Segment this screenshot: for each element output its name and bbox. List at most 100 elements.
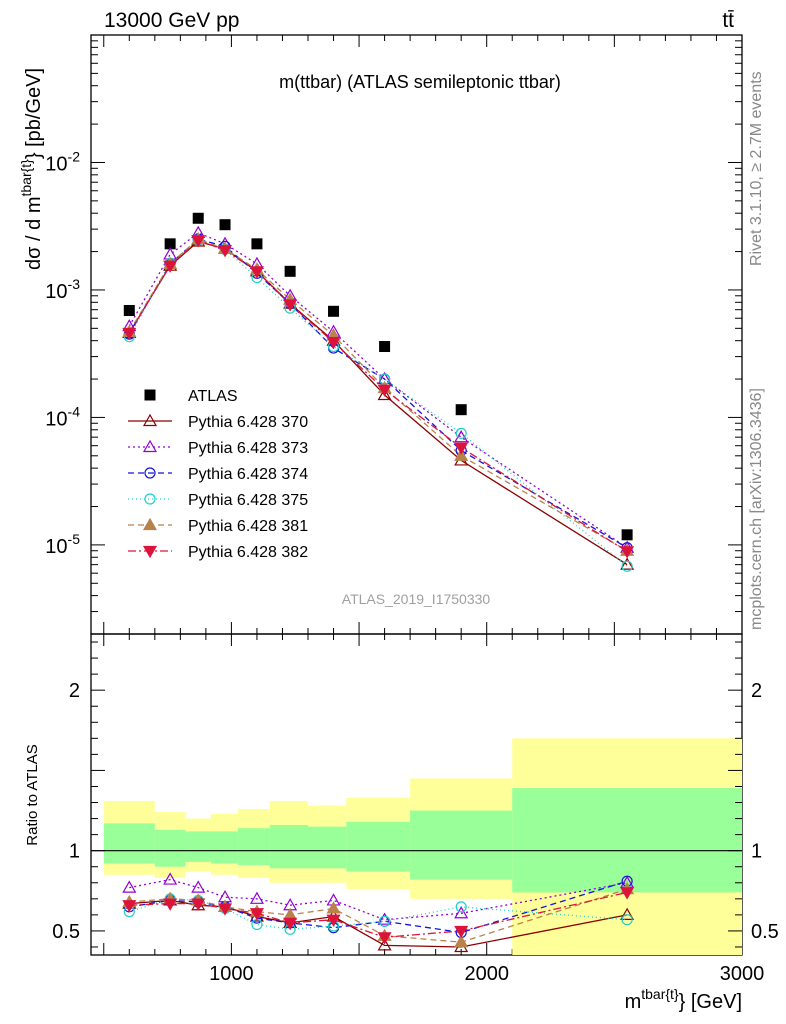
legend-label: Pythia 6.428 382: [188, 544, 308, 561]
series-marker: [163, 260, 178, 273]
series-line: [128, 238, 628, 549]
series-marker: [191, 898, 206, 911]
chart-title: m(ttbar) (ATLAS semileptonic ttbar): [279, 72, 561, 92]
series-marker: [217, 245, 233, 258]
series-line: [128, 232, 628, 549]
ratio-y-axis-label: Ratio to ATLAS: [24, 744, 41, 845]
x-tick-label: 2000: [464, 963, 509, 985]
ratio-y-tick-label: 0.5: [52, 921, 80, 943]
series-line: [128, 238, 628, 552]
x-axis-label-text: mtbar{t}} [GeV]: [625, 986, 742, 1013]
series-marker: [454, 448, 469, 461]
main-y-axis-label: dσ / d mtbar{t}} [pb/GeV]: [18, 68, 45, 270]
series-marker: [455, 427, 467, 439]
band-inner: [210, 831, 238, 864]
ratio-y-tick-label-right: 1: [751, 841, 762, 863]
ratio-line: [129, 899, 628, 948]
legend-label: Pythia 6.428 373: [188, 440, 308, 457]
data-marker: [284, 265, 296, 277]
series-marker: [283, 299, 298, 312]
band-inner: [154, 829, 186, 867]
data-marker: [219, 219, 231, 231]
main-y-axis-label-text: dσ / d mtbar{t}} [pb/GeV]: [18, 68, 45, 270]
header-right: tt̄: [722, 9, 734, 32]
series-marker: [191, 880, 206, 893]
series-marker: [621, 914, 633, 926]
ratio-plot-area: 1000 2000 3000 0.5 0.5 1 1 2 2: [52, 641, 779, 985]
ratio-y-tick-label-right: 2: [751, 680, 762, 702]
mcplots-label: mcplots.cern.ch [arXiv:1306.3436]: [748, 388, 765, 630]
series-marker: [122, 900, 137, 913]
series-marker: [454, 906, 469, 919]
x-tick-label: 3000: [720, 963, 765, 985]
series-marker: [249, 908, 264, 921]
series-marker: [455, 901, 467, 913]
data-marker: [621, 529, 633, 541]
data-marker: [123, 304, 135, 316]
series-marker: [377, 932, 392, 945]
series-marker: [377, 387, 392, 401]
ratio-line: [129, 891, 628, 938]
series-marker: [454, 934, 469, 948]
header-left: 13000 GeV pp: [104, 9, 239, 32]
data-marker: [144, 389, 156, 401]
ratio-y-tick-label: 1: [69, 841, 80, 863]
series-marker: [377, 912, 392, 925]
series-marker: [326, 336, 341, 350]
data-marker: [455, 404, 467, 416]
band-inner: [269, 824, 308, 869]
x-axis-label: mtbar{t}} [GeV]: [625, 986, 742, 1013]
data-marker: [164, 238, 176, 250]
legend-label: Pythia 6.428 375: [188, 492, 308, 509]
series-marker: [377, 384, 392, 397]
y-tick-label: 10-5: [45, 531, 80, 558]
band-inner: [103, 823, 155, 864]
series-marker: [620, 557, 635, 570]
series-marker: [377, 938, 392, 951]
ratio-y-tick-label: 2: [69, 680, 80, 702]
legend-label: Pythia 6.428 381: [188, 518, 308, 535]
series-marker: [144, 493, 156, 505]
ratio-line: [129, 880, 628, 934]
series-marker: [142, 413, 158, 427]
series-marker: [249, 266, 264, 279]
series-marker: [326, 901, 341, 914]
band-inner: [237, 828, 270, 866]
series-marker: [142, 545, 158, 559]
data-marker: [192, 212, 204, 224]
series-marker: [142, 517, 158, 531]
series-marker: [217, 903, 233, 916]
band-inner: [410, 810, 513, 880]
series-marker: [326, 914, 341, 927]
series-marker: [163, 898, 178, 911]
legend: ATLAS Pythia 6.428 370 Pythia 6.428 373 Pyt…: [128, 388, 308, 561]
series-marker: [283, 907, 298, 920]
data-marker: [328, 305, 340, 317]
data-marker: [251, 238, 263, 250]
series-marker: [620, 546, 635, 559]
rivet-label: Rivet 3.1.10, ≥ 2.7M events: [748, 71, 765, 266]
ratio-line: [129, 878, 628, 921]
series-marker: [283, 917, 298, 931]
series-marker: [454, 925, 469, 939]
legend-label: Pythia 6.428 374: [188, 466, 308, 483]
y-tick-label: 10-4: [45, 403, 80, 430]
band-inner: [308, 826, 347, 869]
series-marker: [620, 887, 635, 900]
series-marker: [144, 467, 156, 479]
series-marker: [191, 235, 206, 248]
analysis-watermark: ATLAS_2019_I1750330: [342, 591, 491, 607]
legend-label: Pythia 6.428 370: [188, 414, 308, 431]
series-marker: [454, 442, 469, 455]
series-marker: [163, 872, 178, 885]
series-marker: [122, 327, 137, 341]
data-marker: [379, 341, 391, 353]
legend-label: ATLAS: [188, 388, 238, 405]
y-tick-label: 10-3: [45, 276, 80, 303]
series-marker: [142, 439, 158, 453]
series-marker: [620, 907, 635, 920]
series-line: [128, 239, 628, 552]
band-inner: [512, 788, 742, 893]
series-marker: [621, 560, 633, 572]
